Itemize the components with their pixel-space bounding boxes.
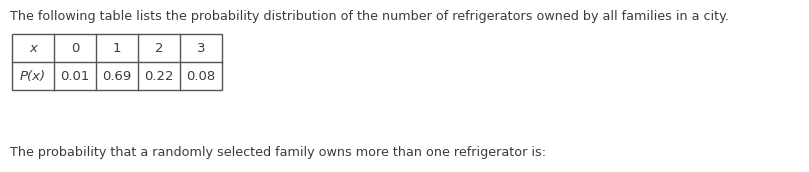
Bar	[12, 34, 222, 90]
Text: 2: 2	[155, 41, 163, 55]
Text: 0.69: 0.69	[103, 69, 132, 83]
Text: 0.01: 0.01	[61, 69, 90, 83]
Text: 1: 1	[112, 41, 121, 55]
Text: 0.08: 0.08	[186, 69, 216, 83]
Text: 0: 0	[71, 41, 79, 55]
Text: x: x	[29, 41, 37, 55]
Text: 3: 3	[197, 41, 205, 55]
Text: 0.22: 0.22	[144, 69, 174, 83]
Text: The following table lists the probability distribution of the number of refriger: The following table lists the probabilit…	[10, 10, 729, 23]
Text: P(x): P(x)	[20, 69, 46, 83]
Text: The probability that a randomly selected family owns more than one refrigerator : The probability that a randomly selected…	[10, 146, 546, 159]
